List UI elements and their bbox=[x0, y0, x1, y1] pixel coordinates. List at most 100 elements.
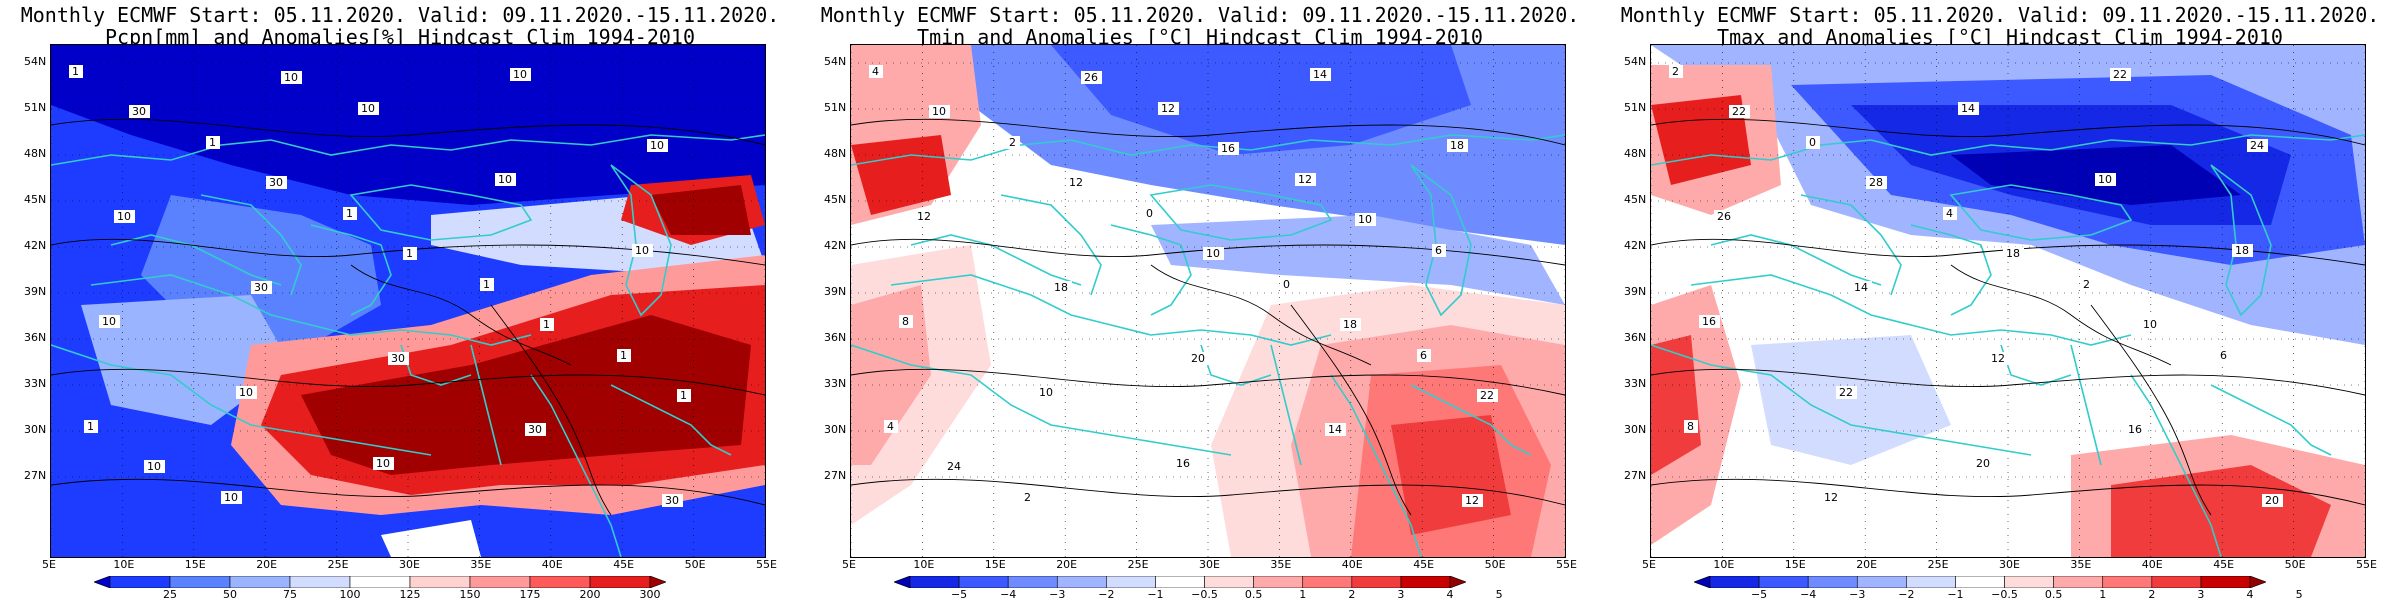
contour-label-text: 12 bbox=[1465, 494, 1479, 507]
contour-label: 10 bbox=[281, 71, 302, 84]
contour-label: 1 bbox=[403, 247, 417, 260]
latitude-label: 33N bbox=[24, 377, 47, 390]
contour-label-text: 12 bbox=[1298, 173, 1312, 186]
contour-label-text: 22 bbox=[1732, 105, 1746, 118]
coastline bbox=[90, 274, 532, 346]
contour-label-text: 24 bbox=[947, 460, 961, 473]
latitude-label: 42N bbox=[1624, 239, 1647, 252]
contour-label: 28 bbox=[1866, 176, 1887, 189]
isoline bbox=[851, 238, 1565, 266]
longitude-label: 35E bbox=[1270, 558, 1292, 571]
isoline bbox=[1651, 238, 2365, 266]
contour-label: 18 bbox=[1340, 318, 1361, 331]
contour-label: 8 bbox=[899, 315, 913, 328]
contour-label-text: 1 bbox=[406, 247, 413, 260]
contour-label: 10 bbox=[647, 139, 668, 152]
coastline bbox=[1710, 234, 1882, 286]
contour-label-text: 1 bbox=[543, 318, 550, 331]
contour-label-text: 2 bbox=[1672, 65, 1679, 78]
contour-label: 30 bbox=[266, 176, 287, 189]
contour-label-text: 16 bbox=[1702, 315, 1716, 328]
longitude-label: 45E bbox=[1413, 558, 1435, 571]
contour-label-text: 10 bbox=[361, 102, 375, 115]
contour-label: 12 bbox=[1295, 173, 1316, 186]
coastline bbox=[1000, 194, 1102, 296]
latitude-label: 51N bbox=[24, 101, 47, 114]
coastline bbox=[1149, 184, 1333, 241]
contour-label: 1 bbox=[480, 278, 494, 291]
colorbar-segment bbox=[1400, 576, 1451, 588]
coastline bbox=[1270, 344, 1302, 466]
contour-label-text: 4 bbox=[1946, 207, 1953, 220]
contour-label-text: 6 bbox=[1420, 349, 1427, 362]
longitude-label: 20E bbox=[1056, 558, 1078, 571]
contour-label: 30 bbox=[251, 281, 272, 294]
coastline bbox=[1410, 384, 1532, 456]
contour-label-text: 10 bbox=[932, 105, 946, 118]
colorbar-label: 150 bbox=[459, 588, 481, 601]
colorbar-segment bbox=[469, 576, 531, 588]
colorbar bbox=[94, 576, 666, 588]
contour-label: 30 bbox=[388, 352, 409, 365]
colorbar-label: −3 bbox=[1849, 588, 1866, 601]
contour-label-text: 12 bbox=[1991, 352, 2005, 365]
colorbar-segment bbox=[1856, 576, 1907, 588]
isoline bbox=[851, 478, 1565, 506]
contour-label: 24 bbox=[944, 460, 965, 473]
contour-label-text: 30 bbox=[254, 281, 268, 294]
contour-label: 4 bbox=[869, 65, 883, 78]
longitude-label: 50E bbox=[1484, 558, 1506, 571]
colorbar-label: −5 bbox=[1750, 588, 1768, 601]
contour-label-text: 10 bbox=[102, 315, 116, 328]
contour-label-text: 1 bbox=[346, 207, 353, 220]
longitude-label: 30E bbox=[1199, 558, 1220, 571]
colorbar-label: 2 bbox=[1348, 588, 1356, 601]
contour-label: 6 bbox=[1417, 349, 1431, 362]
contour-label: 6 bbox=[1432, 244, 1446, 257]
contour-label: 10 bbox=[2140, 318, 2161, 331]
colorbar-label: 1 bbox=[2099, 588, 2107, 601]
contour-label-text: 30 bbox=[269, 176, 283, 189]
contour-label: 10 bbox=[1036, 386, 1057, 399]
colorbar-label: 100 bbox=[339, 588, 361, 601]
isoline bbox=[851, 368, 1565, 396]
colorbar-label: −4 bbox=[1000, 588, 1017, 601]
contour-label-text: 0 bbox=[1809, 136, 1816, 149]
contour-label: 1 bbox=[617, 349, 631, 362]
contour-label: 12 bbox=[1066, 176, 1087, 189]
coastline bbox=[1410, 164, 1472, 317]
contour-label: 10 bbox=[144, 460, 165, 473]
colorbar-segment bbox=[1758, 576, 1809, 588]
contour-label-text: 16 bbox=[1221, 142, 1235, 155]
contour-label: 18 bbox=[2003, 247, 2024, 260]
contour-label: 10 bbox=[495, 173, 516, 186]
colorbar-label: −5 bbox=[950, 588, 968, 601]
contour-label-text: 10 bbox=[117, 210, 131, 223]
contour-label-text: 28 bbox=[1869, 176, 1883, 189]
isoline bbox=[1150, 264, 1372, 366]
latitude-label: 45N bbox=[1624, 193, 1647, 206]
contour-label: 16 bbox=[1173, 457, 1194, 470]
colorbar-label: −1 bbox=[1147, 588, 1164, 601]
contour-label: 26 bbox=[1081, 71, 1102, 84]
contour-label-text: 6 bbox=[1435, 244, 1442, 257]
colorbar bbox=[1694, 576, 2266, 588]
isoline bbox=[51, 368, 765, 396]
contour-label-text: 18 bbox=[2006, 247, 2020, 260]
contour-label-text: 18 bbox=[1054, 281, 1068, 294]
contour-label-text: 26 bbox=[1084, 71, 1098, 84]
contour-label: 8 bbox=[1684, 420, 1698, 433]
coastline bbox=[110, 234, 282, 286]
contour-label: 6 bbox=[2217, 349, 2231, 362]
colorbar-label: 200 bbox=[579, 588, 601, 601]
isoline bbox=[51, 238, 765, 266]
coastline bbox=[51, 344, 432, 456]
latitude-label: 27N bbox=[1624, 469, 1647, 482]
longitude-label: 55E bbox=[1556, 558, 1577, 571]
colorbar-segment bbox=[169, 576, 231, 588]
latitude-label: 48N bbox=[1624, 147, 1647, 160]
colorbar-segment bbox=[1906, 576, 1956, 588]
contour-label: 14 bbox=[1310, 68, 1331, 81]
contour-label-text: 6 bbox=[2220, 349, 2227, 362]
contour-label: 10 bbox=[114, 210, 135, 223]
